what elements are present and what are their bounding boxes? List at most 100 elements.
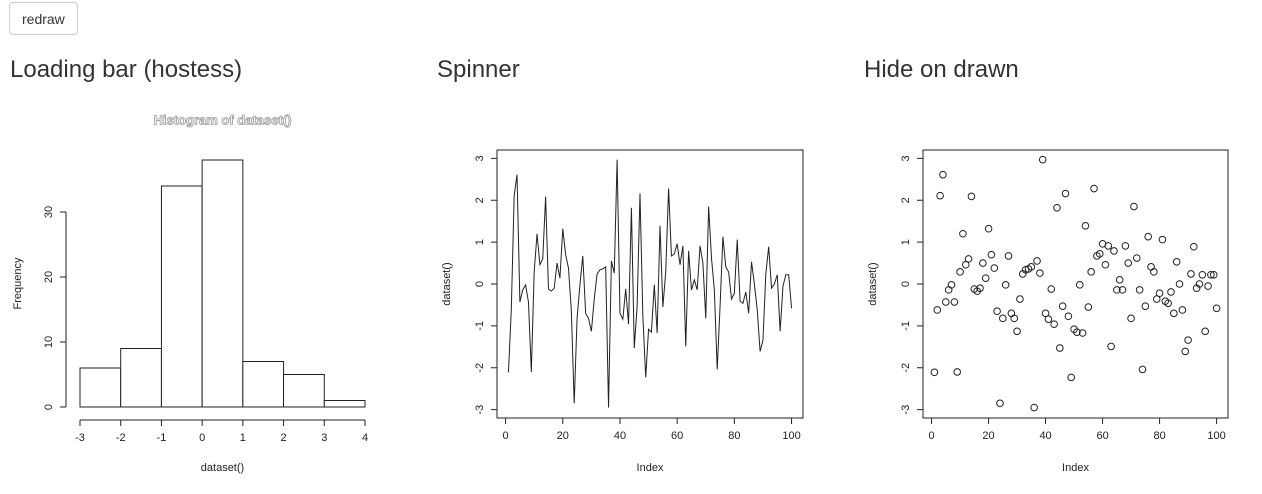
x-tick-label: 4 <box>362 432 368 444</box>
point <box>1118 286 1127 294</box>
x-axis-label: Index <box>637 462 664 474</box>
point <box>947 281 956 289</box>
y-tick-label: 3 <box>900 155 912 161</box>
bar <box>120 348 162 408</box>
point <box>981 274 990 282</box>
y-tick-label: -2 <box>900 363 912 373</box>
point <box>939 170 947 179</box>
x-axis-label: Index <box>1062 462 1089 474</box>
point <box>1078 329 1087 337</box>
x-tick-label: 100 <box>782 430 800 442</box>
point <box>1113 286 1121 294</box>
point <box>1084 303 1093 311</box>
point <box>1075 281 1084 289</box>
point <box>1178 306 1187 314</box>
point <box>1047 285 1056 293</box>
y-tick-label: -3 <box>474 405 486 415</box>
point <box>1189 242 1198 251</box>
point <box>1152 295 1161 303</box>
y-axis-label: dataset() <box>441 262 453 305</box>
point <box>1056 344 1064 352</box>
y-tick-label: 10 <box>43 336 55 348</box>
point <box>1110 247 1118 255</box>
point <box>1061 189 1070 198</box>
y-tick-label: 0 <box>474 281 486 287</box>
y-tick-label: 0 <box>900 281 912 287</box>
point <box>933 306 942 314</box>
redraw-button[interactable]: redraw <box>9 2 78 35</box>
x-tick-label: 80 <box>1153 430 1165 442</box>
y-tick-label: 3 <box>474 155 486 161</box>
point <box>964 255 973 263</box>
point <box>1016 295 1024 303</box>
point <box>967 192 976 201</box>
point <box>1130 202 1138 211</box>
point <box>1158 235 1167 244</box>
point <box>953 368 962 376</box>
x-tick-label: 0 <box>503 430 509 442</box>
y-tick-label: -1 <box>474 321 486 331</box>
x-tick-label: -3 <box>75 432 85 444</box>
x-tick-label: -2 <box>116 432 126 444</box>
point <box>1147 263 1155 271</box>
x-tick-label: 40 <box>1039 430 1051 442</box>
point <box>1010 314 1019 323</box>
y-tick-label: -2 <box>474 363 486 373</box>
bar <box>201 159 244 408</box>
point <box>1036 269 1044 277</box>
point <box>1187 270 1195 278</box>
point <box>1095 250 1104 258</box>
point <box>1013 327 1021 336</box>
point <box>1038 155 1047 164</box>
point <box>1135 286 1144 294</box>
x-tick-label: 3 <box>321 432 327 444</box>
point <box>990 264 999 272</box>
point <box>1172 258 1181 266</box>
point <box>1044 315 1053 323</box>
point <box>1170 309 1178 318</box>
y-tick-label: 1 <box>474 239 486 245</box>
line <box>507 159 793 408</box>
y-tick-label: 2 <box>900 197 912 203</box>
x-tick-label: -1 <box>157 432 167 444</box>
point <box>1127 314 1135 323</box>
y-tick-label: 20 <box>43 271 55 283</box>
point <box>979 259 987 267</box>
point <box>1121 242 1130 250</box>
point <box>1144 232 1152 241</box>
y-axis-label: dataset() <box>867 262 879 305</box>
point <box>1207 270 1215 279</box>
x-tick-label: 2 <box>281 432 287 444</box>
point <box>1175 280 1184 288</box>
point <box>1209 270 1218 279</box>
x-axis-label: dataset() <box>201 462 244 474</box>
point <box>944 286 953 294</box>
point <box>1033 257 1041 265</box>
point <box>1041 309 1050 318</box>
point <box>1101 260 1110 269</box>
point <box>942 298 950 306</box>
point <box>1001 281 1010 289</box>
point <box>936 191 944 200</box>
y-tick-label: -1 <box>900 321 912 331</box>
point <box>1087 268 1095 276</box>
point <box>993 307 1001 316</box>
chart-title: Histogram of dataset() <box>154 112 292 127</box>
y-tick-label: -3 <box>900 405 912 415</box>
bar <box>323 400 366 408</box>
x-tick-label: 20 <box>557 430 569 442</box>
bar <box>160 185 203 408</box>
point <box>961 260 970 269</box>
point <box>930 368 939 377</box>
point <box>950 298 959 306</box>
heading: Loading bar (hostess) <box>10 56 243 83</box>
point <box>1073 328 1081 336</box>
bar <box>79 367 122 408</box>
point <box>996 399 1004 408</box>
x-tick-label: 60 <box>1096 430 1108 442</box>
point <box>1201 327 1209 336</box>
y-axis-label: Frequency <box>12 257 24 309</box>
bar <box>242 361 285 408</box>
